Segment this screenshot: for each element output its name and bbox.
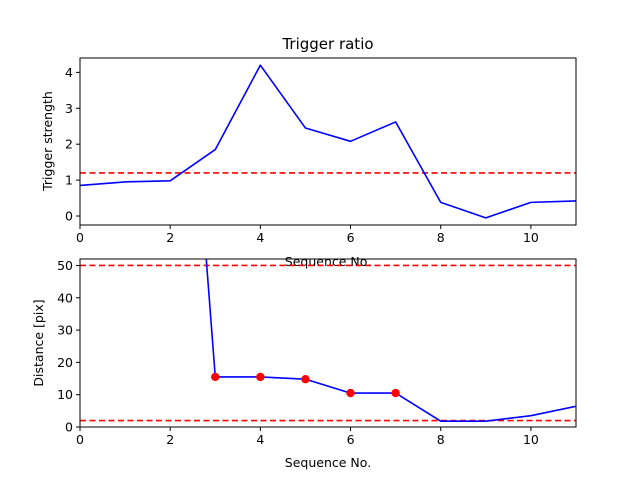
x-tick-label: 8: [437, 230, 445, 245]
y-tick-label: 1: [65, 173, 73, 188]
x-tick-label: 8: [437, 432, 445, 447]
x-tick-label: 2: [166, 432, 174, 447]
plot-area: 0 2 4 6 8 10 0 1 2 3 4: [65, 57, 577, 245]
y-axis-label: Trigger strength: [40, 91, 55, 192]
x-tick-label: 10: [523, 432, 539, 447]
x-tick-label: 0: [76, 230, 84, 245]
plot-content: [80, 259, 576, 422]
y-tick-label: 10: [57, 387, 73, 402]
distance-chart: 0 2 4 6 8 10 0 10 20 30 40 50 Sequence No. Distance…: [31, 258, 577, 470]
plot-area: 0 2 4 6 8 10 0 10 20 30 40 50: [57, 258, 577, 447]
plot-content: [80, 64, 576, 219]
data-point: [391, 388, 400, 398]
x-tick-label: 2: [166, 230, 174, 245]
x-tick-label: 4: [256, 432, 264, 447]
y-tick-label: 4: [65, 65, 73, 80]
chart-title: Trigger ratio: [281, 35, 373, 53]
data-point: [346, 388, 355, 398]
y-tick-label: 20: [57, 355, 73, 370]
axes-frame: [79, 258, 577, 428]
y-tick-label: 2: [65, 137, 73, 152]
x-axis-label: Sequence No.: [285, 455, 371, 470]
x-tick-label: 6: [347, 230, 355, 245]
series-line-0: [80, 64, 576, 219]
series-line-0: [205, 259, 576, 422]
data-point: [301, 374, 310, 384]
x-tick-label: 10: [523, 230, 539, 245]
axes-frame: [79, 57, 577, 226]
data-point: [256, 372, 265, 382]
y-tick-label: 30: [57, 323, 73, 338]
y-axis-label: Distance [pix]: [31, 299, 46, 386]
y-tick-label: 0: [65, 420, 73, 435]
x-axis-label: Sequence No.: [285, 254, 371, 269]
data-point: [211, 372, 220, 382]
y-tick-label: 0: [65, 209, 73, 224]
x-tick-label: 4: [256, 230, 264, 245]
y-tick-label: 3: [65, 101, 73, 116]
x-tick-label: 0: [76, 432, 84, 447]
y-tick-label: 40: [57, 290, 73, 305]
x-tick-label: 6: [347, 432, 355, 447]
y-tick-label: 50: [57, 258, 73, 273]
